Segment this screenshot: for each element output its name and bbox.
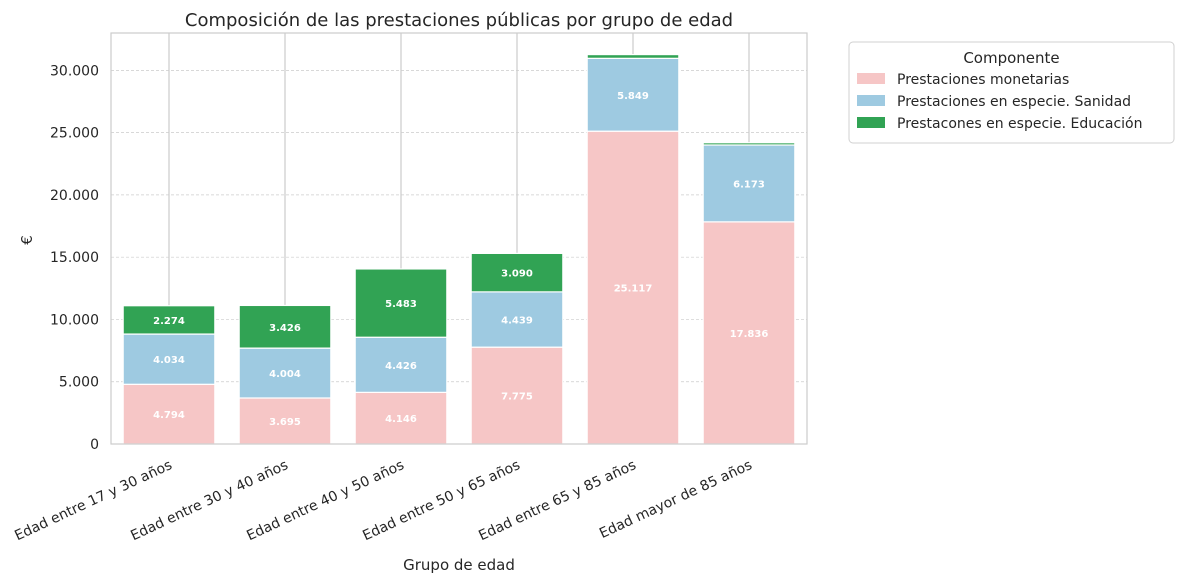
bar-value-label: 3.426 bbox=[269, 323, 301, 334]
bar-value-label: 3.090 bbox=[501, 269, 533, 280]
legend-entry: Prestaciones en especie. Sanidad bbox=[897, 94, 1131, 110]
y-tick-label: 0 bbox=[90, 437, 99, 453]
bar-segment bbox=[702, 144, 796, 223]
y-tick-label: 10.000 bbox=[50, 312, 99, 328]
bar-segment bbox=[122, 333, 216, 385]
bar-segment bbox=[586, 53, 680, 59]
bar-value-label: 17.836 bbox=[730, 329, 769, 340]
y-tick-label: 20.000 bbox=[50, 188, 99, 204]
y-tick-label: 5.000 bbox=[59, 375, 99, 391]
bar-segment bbox=[470, 291, 564, 348]
legend: Componente Prestaciones monetarias Prestac… bbox=[848, 41, 1175, 144]
bar-value-label: 4.034 bbox=[153, 355, 185, 366]
y-axis-label: € bbox=[18, 235, 36, 245]
bar-value-label: 5.483 bbox=[385, 299, 417, 310]
bar-value-label: 4.004 bbox=[269, 369, 301, 380]
y-tick-label: 30.000 bbox=[50, 63, 99, 79]
legend-box bbox=[848, 41, 1175, 144]
legend-entry: Prestacones en especie. Educación bbox=[897, 116, 1142, 132]
bar-value-label: 5.849 bbox=[617, 91, 649, 102]
x-axis-label: Grupo de edad bbox=[403, 556, 515, 574]
bar-value-label: 7.775 bbox=[501, 392, 533, 403]
bar-segment bbox=[238, 304, 332, 349]
legend-entry: Prestaciones monetarias bbox=[897, 72, 1069, 88]
bar-value-label: 2.274 bbox=[153, 316, 185, 327]
legend-swatch bbox=[857, 95, 885, 106]
bar-segment bbox=[122, 383, 216, 445]
y-tick-label: 25.000 bbox=[50, 126, 99, 142]
bar-segment bbox=[702, 142, 796, 146]
bar-segment bbox=[354, 268, 448, 338]
chart-title: Composición de las prestaciones públicas… bbox=[185, 10, 733, 31]
legend-title: Componente bbox=[963, 49, 1059, 67]
bar-segment bbox=[586, 130, 680, 445]
bar-value-label: 4.426 bbox=[385, 361, 417, 372]
bar-value-label: 3.695 bbox=[269, 417, 301, 428]
bar-value-label: 4.439 bbox=[501, 316, 533, 327]
bar-segment bbox=[470, 252, 564, 293]
bar-value-label: 4.794 bbox=[153, 410, 185, 421]
bar-segment bbox=[586, 57, 680, 132]
bar-value-label: 6.173 bbox=[733, 179, 765, 190]
y-tick-label: 15.000 bbox=[50, 250, 99, 266]
legend-swatch bbox=[857, 117, 885, 128]
bar-value-label: 4.146 bbox=[385, 414, 417, 425]
plot-frame bbox=[110, 32, 808, 445]
bar-value-label: 25.117 bbox=[614, 284, 653, 295]
legend-swatch bbox=[857, 73, 885, 84]
plot-area: 4.794 3.695 4.146 7.775 25.117 17.836 4.034 4.0… bbox=[12, 32, 808, 544]
bar-segment bbox=[122, 305, 216, 335]
bar-segment bbox=[238, 347, 332, 399]
